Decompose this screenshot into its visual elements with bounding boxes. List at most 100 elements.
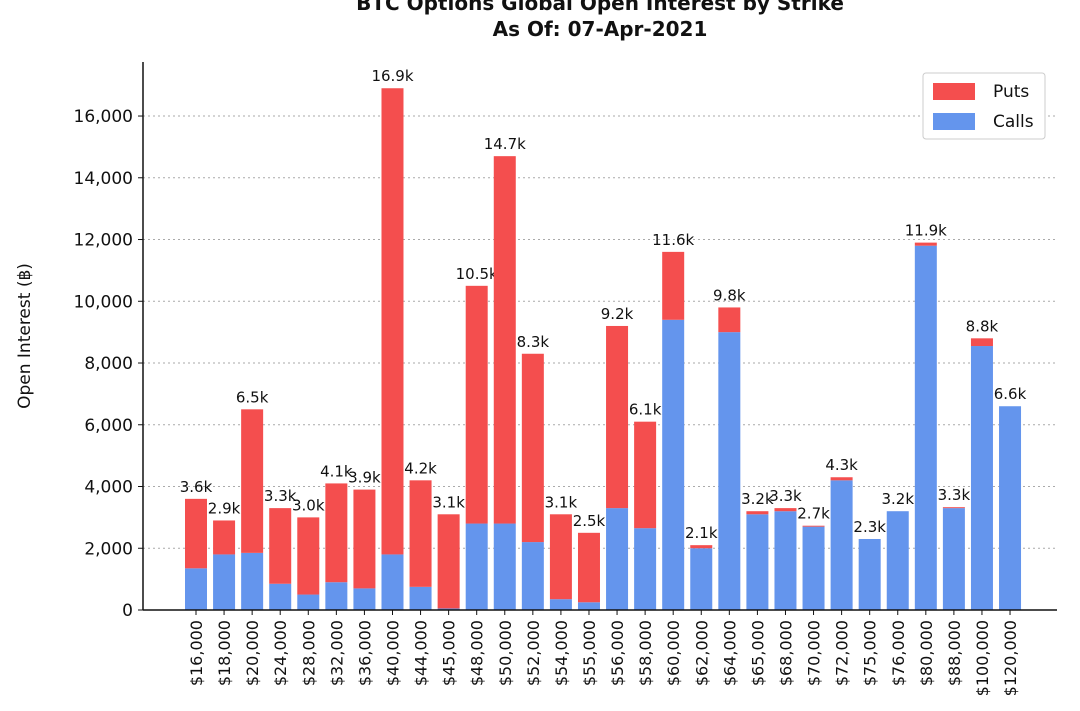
bar-segment bbox=[493, 156, 516, 524]
x-tick-label: $45,000 bbox=[440, 620, 459, 686]
total-label: 16.9k bbox=[371, 67, 413, 85]
bar-segment bbox=[746, 511, 769, 515]
bar-segment bbox=[942, 507, 965, 509]
bar-segment bbox=[774, 511, 797, 610]
bar-segment bbox=[549, 599, 572, 610]
bar-segment bbox=[465, 285, 488, 524]
total-label: 6.1k bbox=[629, 401, 662, 419]
y-tick-label: 12,000 bbox=[74, 231, 133, 251]
bar-segment bbox=[718, 332, 741, 610]
total-label: 8.8k bbox=[966, 317, 999, 335]
bar-segment bbox=[213, 520, 236, 555]
bar-segment bbox=[886, 511, 909, 610]
y-tick-label: 2,000 bbox=[84, 539, 133, 559]
bar-segment bbox=[914, 245, 937, 610]
total-label: 4.1k bbox=[320, 462, 353, 480]
bar-segment bbox=[634, 421, 657, 529]
x-tick-label: $72,000 bbox=[833, 620, 852, 686]
x-tick-label: $75,000 bbox=[861, 620, 880, 686]
bar-segment bbox=[690, 548, 713, 610]
x-tick-label: $55,000 bbox=[580, 620, 599, 686]
bar-segment bbox=[577, 602, 600, 610]
bar-segment bbox=[970, 346, 993, 610]
total-label: 3.6k bbox=[180, 478, 213, 496]
y-tick-label: 10,000 bbox=[74, 292, 133, 312]
x-tick-label: $24,000 bbox=[271, 620, 290, 686]
total-label: 3.9k bbox=[348, 469, 381, 487]
total-label: 10.5k bbox=[456, 265, 498, 283]
bar-segment bbox=[662, 251, 685, 320]
total-label: 11.6k bbox=[652, 231, 694, 249]
total-label: 3.3k bbox=[264, 487, 297, 505]
bar-segment bbox=[437, 514, 460, 609]
bar-segment bbox=[185, 498, 207, 569]
y-tick-label: 8,000 bbox=[84, 354, 133, 374]
y-tick-label: 4,000 bbox=[84, 478, 133, 498]
total-label: 8.3k bbox=[517, 333, 550, 351]
bar-segment bbox=[381, 88, 404, 555]
y-tick-label: 14,000 bbox=[74, 169, 133, 189]
total-label: 3.3k bbox=[769, 487, 802, 505]
chart-title: BTC Options Global Open Interest by Stri… bbox=[356, 0, 844, 15]
bar-segment bbox=[718, 307, 741, 333]
bar-segment bbox=[465, 523, 488, 610]
total-label: 3.1k bbox=[545, 493, 578, 511]
bar-segment bbox=[662, 319, 685, 610]
bar-segment bbox=[185, 568, 207, 610]
total-label: 3.0k bbox=[292, 496, 325, 514]
bar-segment bbox=[325, 483, 348, 583]
total-label: 4.3k bbox=[825, 456, 858, 474]
x-tick-label: $64,000 bbox=[720, 620, 739, 686]
total-label: 9.8k bbox=[713, 286, 746, 304]
x-tick-label: $120,000 bbox=[1001, 620, 1020, 696]
bar-segment bbox=[634, 528, 657, 610]
total-label: 2.5k bbox=[573, 512, 606, 530]
total-label: 9.2k bbox=[601, 305, 634, 323]
x-tick-label: $18,000 bbox=[215, 620, 234, 686]
total-label: 2.1k bbox=[685, 524, 718, 542]
bar-segment bbox=[942, 508, 965, 610]
y-axis-label: Open Interest (฿) bbox=[15, 263, 35, 409]
x-tick-label: $50,000 bbox=[496, 620, 515, 686]
x-tick-label: $58,000 bbox=[636, 620, 655, 686]
bar-segment bbox=[830, 477, 853, 481]
x-tick-label: $70,000 bbox=[805, 620, 824, 686]
bar-segment bbox=[297, 517, 320, 595]
x-tick-label: $40,000 bbox=[383, 620, 402, 686]
x-tick-label: $16,000 bbox=[187, 620, 206, 686]
x-tick-label: $48,000 bbox=[468, 620, 487, 686]
bar-segment bbox=[409, 586, 432, 610]
bar-segment bbox=[353, 489, 376, 589]
y-tick-label: 6,000 bbox=[84, 416, 133, 436]
x-tick-label: $80,000 bbox=[917, 620, 936, 686]
bar-segment bbox=[297, 594, 320, 610]
x-tick-label: $100,000 bbox=[973, 620, 992, 696]
total-label: 6.5k bbox=[236, 388, 269, 406]
total-label: 3.2k bbox=[741, 490, 774, 508]
x-tick-label: $68,000 bbox=[776, 620, 795, 686]
x-tick-label: $76,000 bbox=[889, 620, 908, 686]
bar-segment bbox=[353, 588, 376, 610]
total-label: 6.6k bbox=[994, 385, 1027, 403]
bar-segment bbox=[409, 480, 432, 587]
chart-subtitle: As Of: 07-Apr-2021 bbox=[493, 17, 708, 41]
y-tick-label: 0 bbox=[122, 601, 133, 621]
x-tick-label: $60,000 bbox=[664, 620, 683, 686]
bar-segment bbox=[746, 514, 769, 610]
bar-segment bbox=[830, 480, 853, 610]
x-tick-label: $32,000 bbox=[327, 620, 346, 686]
total-label: 3.3k bbox=[938, 486, 971, 504]
x-tick-label: $20,000 bbox=[243, 620, 262, 686]
bar-segment bbox=[577, 532, 600, 603]
total-label: 3.1k bbox=[432, 493, 465, 511]
bar-segment bbox=[381, 554, 404, 610]
bar-segment bbox=[269, 508, 292, 584]
y-tick-label: 16,000 bbox=[74, 107, 133, 127]
total-label: 11.9k bbox=[905, 222, 947, 240]
legend-label: Puts bbox=[993, 82, 1029, 102]
bar-segment bbox=[549, 514, 572, 600]
bar-segment bbox=[774, 508, 797, 512]
x-tick-label: $88,000 bbox=[945, 620, 964, 686]
bar-segment bbox=[521, 353, 544, 543]
